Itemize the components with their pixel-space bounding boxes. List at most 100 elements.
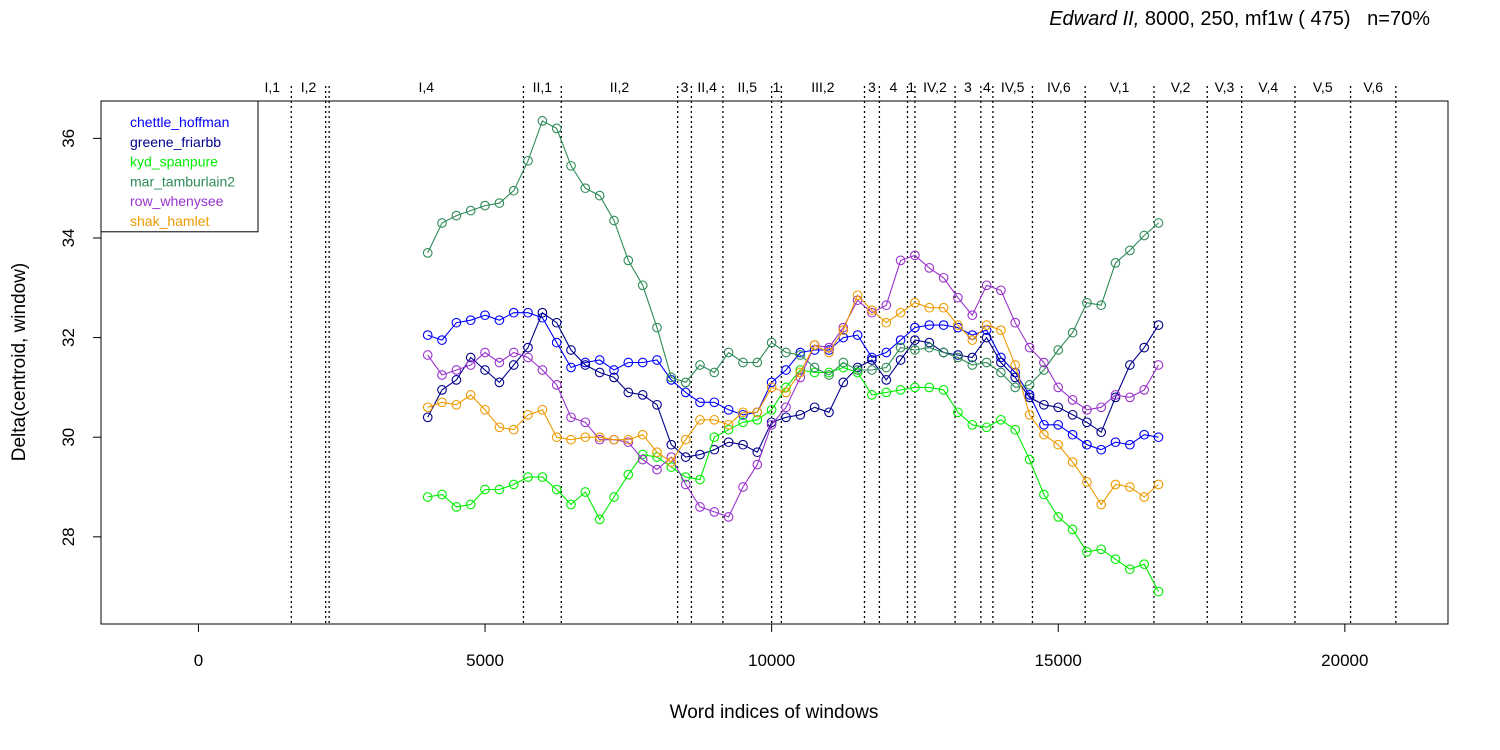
data-point	[981, 357, 992, 368]
data-point	[723, 512, 734, 522]
data-point	[523, 352, 533, 363]
data-point	[766, 377, 777, 388]
scene-marker-label: IV,2	[923, 79, 947, 95]
data-point	[1153, 432, 1164, 443]
data-point	[637, 357, 648, 368]
data-point	[723, 404, 734, 415]
scene-marker-label: IV,5	[1001, 79, 1025, 95]
data-point	[738, 439, 748, 450]
data-point	[1110, 392, 1121, 403]
scene-marker-label: V,3	[1215, 79, 1235, 95]
data-point	[480, 347, 490, 358]
series-line-mar_tamburlain2	[427, 120, 1159, 388]
data-point	[910, 250, 920, 261]
data-point	[609, 365, 619, 375]
data-point	[924, 342, 935, 353]
data-point	[551, 317, 562, 328]
data-point	[580, 417, 591, 428]
data-point	[738, 407, 748, 418]
data-point	[967, 419, 978, 430]
data-point	[1096, 402, 1107, 413]
series-line-greene_friarbb	[427, 311, 1159, 458]
data-point	[523, 307, 533, 318]
data-point	[1024, 392, 1035, 403]
data-point	[494, 315, 505, 326]
data-point	[637, 280, 648, 291]
data-point	[924, 337, 935, 348]
data-point	[895, 342, 906, 353]
data-point	[508, 185, 519, 196]
data-point	[1053, 345, 1064, 355]
data-point	[580, 357, 591, 368]
data-point	[1125, 392, 1135, 403]
data-point	[652, 355, 662, 365]
data-point	[508, 307, 519, 318]
scene-marker-label: IV,6	[1047, 79, 1071, 95]
data-point	[480, 200, 490, 211]
data-point	[910, 297, 920, 308]
data-point	[781, 402, 791, 413]
data-point	[766, 419, 777, 430]
scene-marker-label: II,5	[738, 79, 758, 95]
data-point	[508, 424, 519, 435]
chart-title: Edward II, 8000, 250, mf1w ( 475) n=70%	[1049, 8, 1430, 30]
data-point	[709, 397, 720, 408]
scene-marker-label: V,2	[1171, 79, 1191, 95]
data-point	[967, 310, 978, 321]
data-point	[594, 355, 605, 365]
data-point	[551, 432, 562, 443]
data-point	[1067, 409, 1078, 420]
scene-marker-label: 1	[907, 79, 915, 95]
data-point	[1139, 559, 1150, 570]
data-point	[551, 484, 562, 495]
scene-marker-label: V,6	[1363, 79, 1383, 95]
data-point	[437, 489, 447, 500]
data-point	[938, 347, 949, 358]
data-point	[580, 183, 591, 194]
data-point	[967, 352, 978, 363]
data-point	[680, 434, 691, 445]
data-point	[1125, 360, 1135, 370]
data-point	[766, 417, 777, 428]
data-point	[580, 432, 591, 443]
data-point	[867, 305, 877, 316]
data-point	[1024, 380, 1035, 390]
data-point	[508, 360, 519, 370]
data-point	[1110, 258, 1121, 268]
data-point	[838, 357, 849, 368]
data-point	[422, 350, 433, 360]
data-point	[1010, 424, 1021, 435]
data-point	[451, 210, 462, 221]
data-point	[580, 360, 591, 370]
y-tick-label: 36	[59, 129, 78, 148]
data-point	[953, 407, 963, 418]
data-point	[981, 422, 992, 433]
data-point	[867, 390, 877, 400]
data-point	[1053, 402, 1064, 413]
data-point	[996, 285, 1006, 296]
data-point	[1125, 245, 1135, 256]
data-point	[852, 367, 863, 378]
data-point	[766, 404, 777, 415]
data-point	[867, 307, 877, 318]
data-point	[523, 342, 533, 353]
data-point	[1153, 479, 1164, 490]
data-point	[437, 385, 447, 395]
data-point	[953, 350, 963, 360]
data-point	[623, 469, 634, 480]
data-point	[652, 447, 662, 458]
data-point	[938, 385, 949, 395]
y-axis: 28 30 32 34 36	[59, 129, 102, 546]
x-tick-label: 15000	[1035, 651, 1082, 670]
data-point	[1067, 457, 1078, 467]
data-point	[953, 320, 963, 330]
data-point	[838, 325, 849, 335]
data-point	[623, 437, 634, 448]
data-point	[566, 362, 576, 373]
data-point	[881, 375, 892, 385]
data-point	[494, 484, 505, 495]
legend-entry: row_whenysee	[130, 193, 224, 209]
data-point	[1067, 429, 1078, 440]
data-point	[1053, 382, 1064, 393]
data-point	[666, 439, 677, 450]
